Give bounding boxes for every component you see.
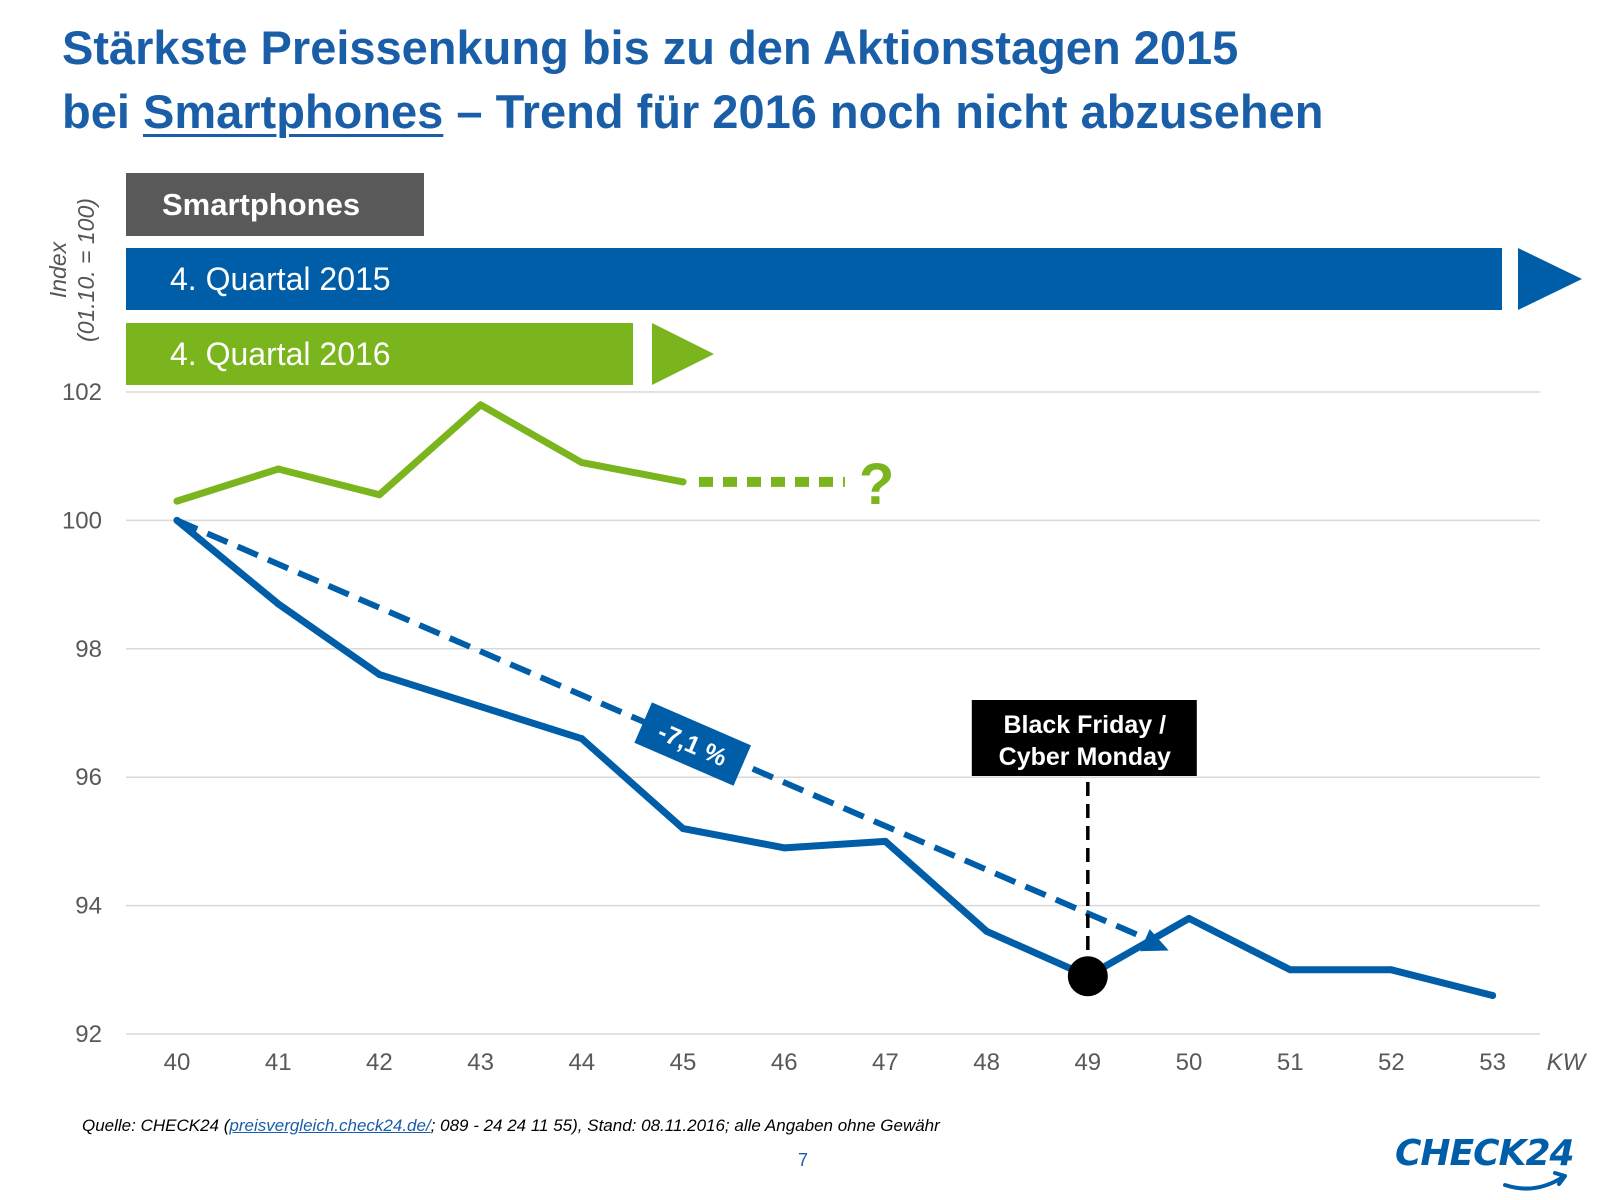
data-point-2016-42 — [375, 491, 383, 499]
line-chart: 92 94 96 98 100 102 40 41 42 43 44 45 46 47 48 49 50 51 52… — [62, 379, 1588, 1076]
x-tick-label-46: 46 — [771, 1049, 798, 1076]
x-tick-label-44: 44 — [568, 1049, 595, 1076]
trend-label: -7,1 % — [634, 702, 752, 786]
data-point-2015-40 — [173, 516, 181, 524]
data-point-2015-50 — [1185, 914, 1193, 922]
y-tick-label-98: 98 — [75, 636, 102, 663]
x-tick-label-40: 40 — [164, 1049, 191, 1076]
y-tick-label-102: 102 — [62, 379, 102, 406]
title-line-2-underlined: Smartphones — [142, 85, 444, 138]
data-point-2015-42 — [375, 670, 383, 678]
data-point-2015-47 — [881, 837, 889, 845]
event-label-box — [971, 700, 1197, 776]
event-marker-dot — [1067, 956, 1108, 997]
event-label-line-2: Cyber Monday — [999, 743, 1171, 771]
data-point-2016-40 — [173, 497, 181, 505]
event-label-line-1: Black Friday / — [1004, 711, 1167, 739]
check24-logo: CHECK24 — [1395, 1133, 1575, 1197]
title-line-2-prefix: bei — [62, 85, 143, 138]
x-tick-label-41: 41 — [265, 1049, 292, 1076]
x-tick-label-51: 51 — [1277, 1049, 1304, 1076]
page-number: 7 — [798, 1150, 809, 1170]
data-point-2016-41 — [274, 465, 282, 473]
series-line-2016 — [173, 401, 687, 505]
data-point-2016-44 — [578, 459, 586, 467]
x-tick-label-49: 49 — [1074, 1049, 1101, 1076]
x-tick-label-53: 53 — [1479, 1049, 1506, 1076]
category-label: Smartphones — [126, 173, 424, 236]
y-tick-label-94: 94 — [75, 893, 102, 920]
data-point-2016-43 — [477, 401, 485, 409]
data-point-2016-45 — [679, 478, 687, 486]
x-tick-label-42: 42 — [366, 1049, 393, 1076]
source-link[interactable]: preisvergleich.check24.de/ — [229, 1116, 431, 1135]
data-point-2015-46 — [780, 844, 788, 852]
projection-question-mark: ? — [859, 452, 894, 517]
source-suffix: ; 089 - 24 24 11 55), Stand: 08.11.2016;… — [430, 1116, 940, 1135]
y-tick-label-96: 96 — [75, 764, 102, 791]
legend-series-2016: 4. Quartal 2016 — [126, 323, 633, 385]
legend-2016-arrow — [652, 323, 714, 385]
data-point-2015-41 — [274, 600, 282, 608]
y-tick-label-100: 100 — [62, 507, 102, 534]
page-title: Stärkste Preissenkung bis zu den Aktions… — [62, 16, 1323, 144]
data-point-2015-43 — [477, 703, 485, 711]
source-note: Quelle: CHECK24 (preisvergleich.check24.… — [82, 1116, 940, 1136]
x-tick-label-45: 45 — [670, 1049, 697, 1076]
data-point-2015-52 — [1387, 966, 1395, 974]
x-tick-label-50: 50 — [1176, 1049, 1203, 1076]
x-tick-label-52: 52 — [1378, 1049, 1405, 1076]
legend-series-2015: 4. Quartal 2015 — [126, 248, 1502, 310]
trend-label-box — [634, 702, 752, 786]
title-line-2-suffix: – Trend für 2016 noch nicht abzusehen — [443, 85, 1324, 138]
logo-swoosh-icon — [1503, 1171, 1567, 1191]
data-point-2015-53 — [1489, 991, 1497, 999]
title-line-1: Stärkste Preissenkung bis zu den Aktions… — [62, 21, 1239, 74]
x-tick-label-47: 47 — [872, 1049, 899, 1076]
source-prefix: Quelle: CHECK24 ( — [82, 1116, 230, 1135]
data-point-2015-51 — [1286, 966, 1294, 974]
series-line-2015 — [173, 516, 1497, 999]
data-point-2015-45 — [679, 825, 687, 833]
x-tick-label-48: 48 — [973, 1049, 1000, 1076]
y-tick-label-92: 92 — [75, 1021, 102, 1048]
data-point-2015-48 — [983, 927, 991, 935]
logo-text: CHECK24 — [1395, 1133, 1575, 1174]
x-axis-title: KW — [1547, 1049, 1588, 1076]
data-point-2015-44 — [578, 735, 586, 743]
legend-2015-arrow — [1518, 248, 1582, 310]
x-tick-label-43: 43 — [467, 1049, 494, 1076]
